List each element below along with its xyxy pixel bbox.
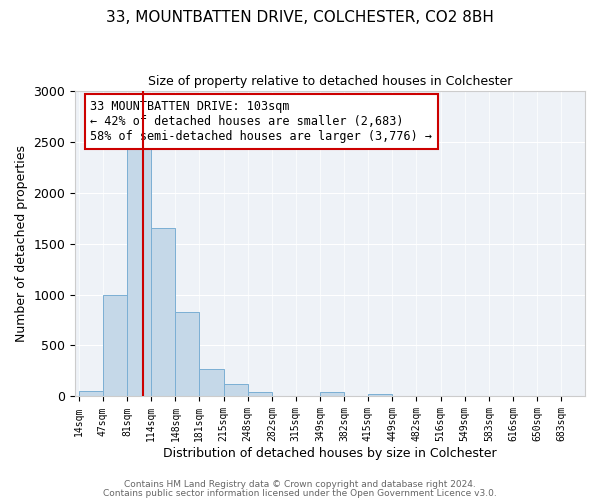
Y-axis label: Number of detached properties: Number of detached properties [15,145,28,342]
Text: Contains public sector information licensed under the Open Government Licence v3: Contains public sector information licen… [103,488,497,498]
Bar [320,392,344,396]
Bar [224,384,248,396]
Bar [175,312,199,396]
Bar [79,392,103,396]
Bar [368,394,392,396]
Bar [127,144,151,396]
Title: Size of property relative to detached houses in Colchester: Size of property relative to detached ho… [148,75,512,88]
X-axis label: Distribution of detached houses by size in Colchester: Distribution of detached houses by size … [163,447,497,460]
Bar [199,369,224,396]
Text: 33 MOUNTBATTEN DRIVE: 103sqm
← 42% of detached houses are smaller (2,683)
58% of: 33 MOUNTBATTEN DRIVE: 103sqm ← 42% of de… [91,100,433,142]
Bar [151,228,175,396]
Bar [103,294,127,396]
Bar [248,392,272,396]
Text: 33, MOUNTBATTEN DRIVE, COLCHESTER, CO2 8BH: 33, MOUNTBATTEN DRIVE, COLCHESTER, CO2 8… [106,10,494,25]
Text: Contains HM Land Registry data © Crown copyright and database right 2024.: Contains HM Land Registry data © Crown c… [124,480,476,489]
